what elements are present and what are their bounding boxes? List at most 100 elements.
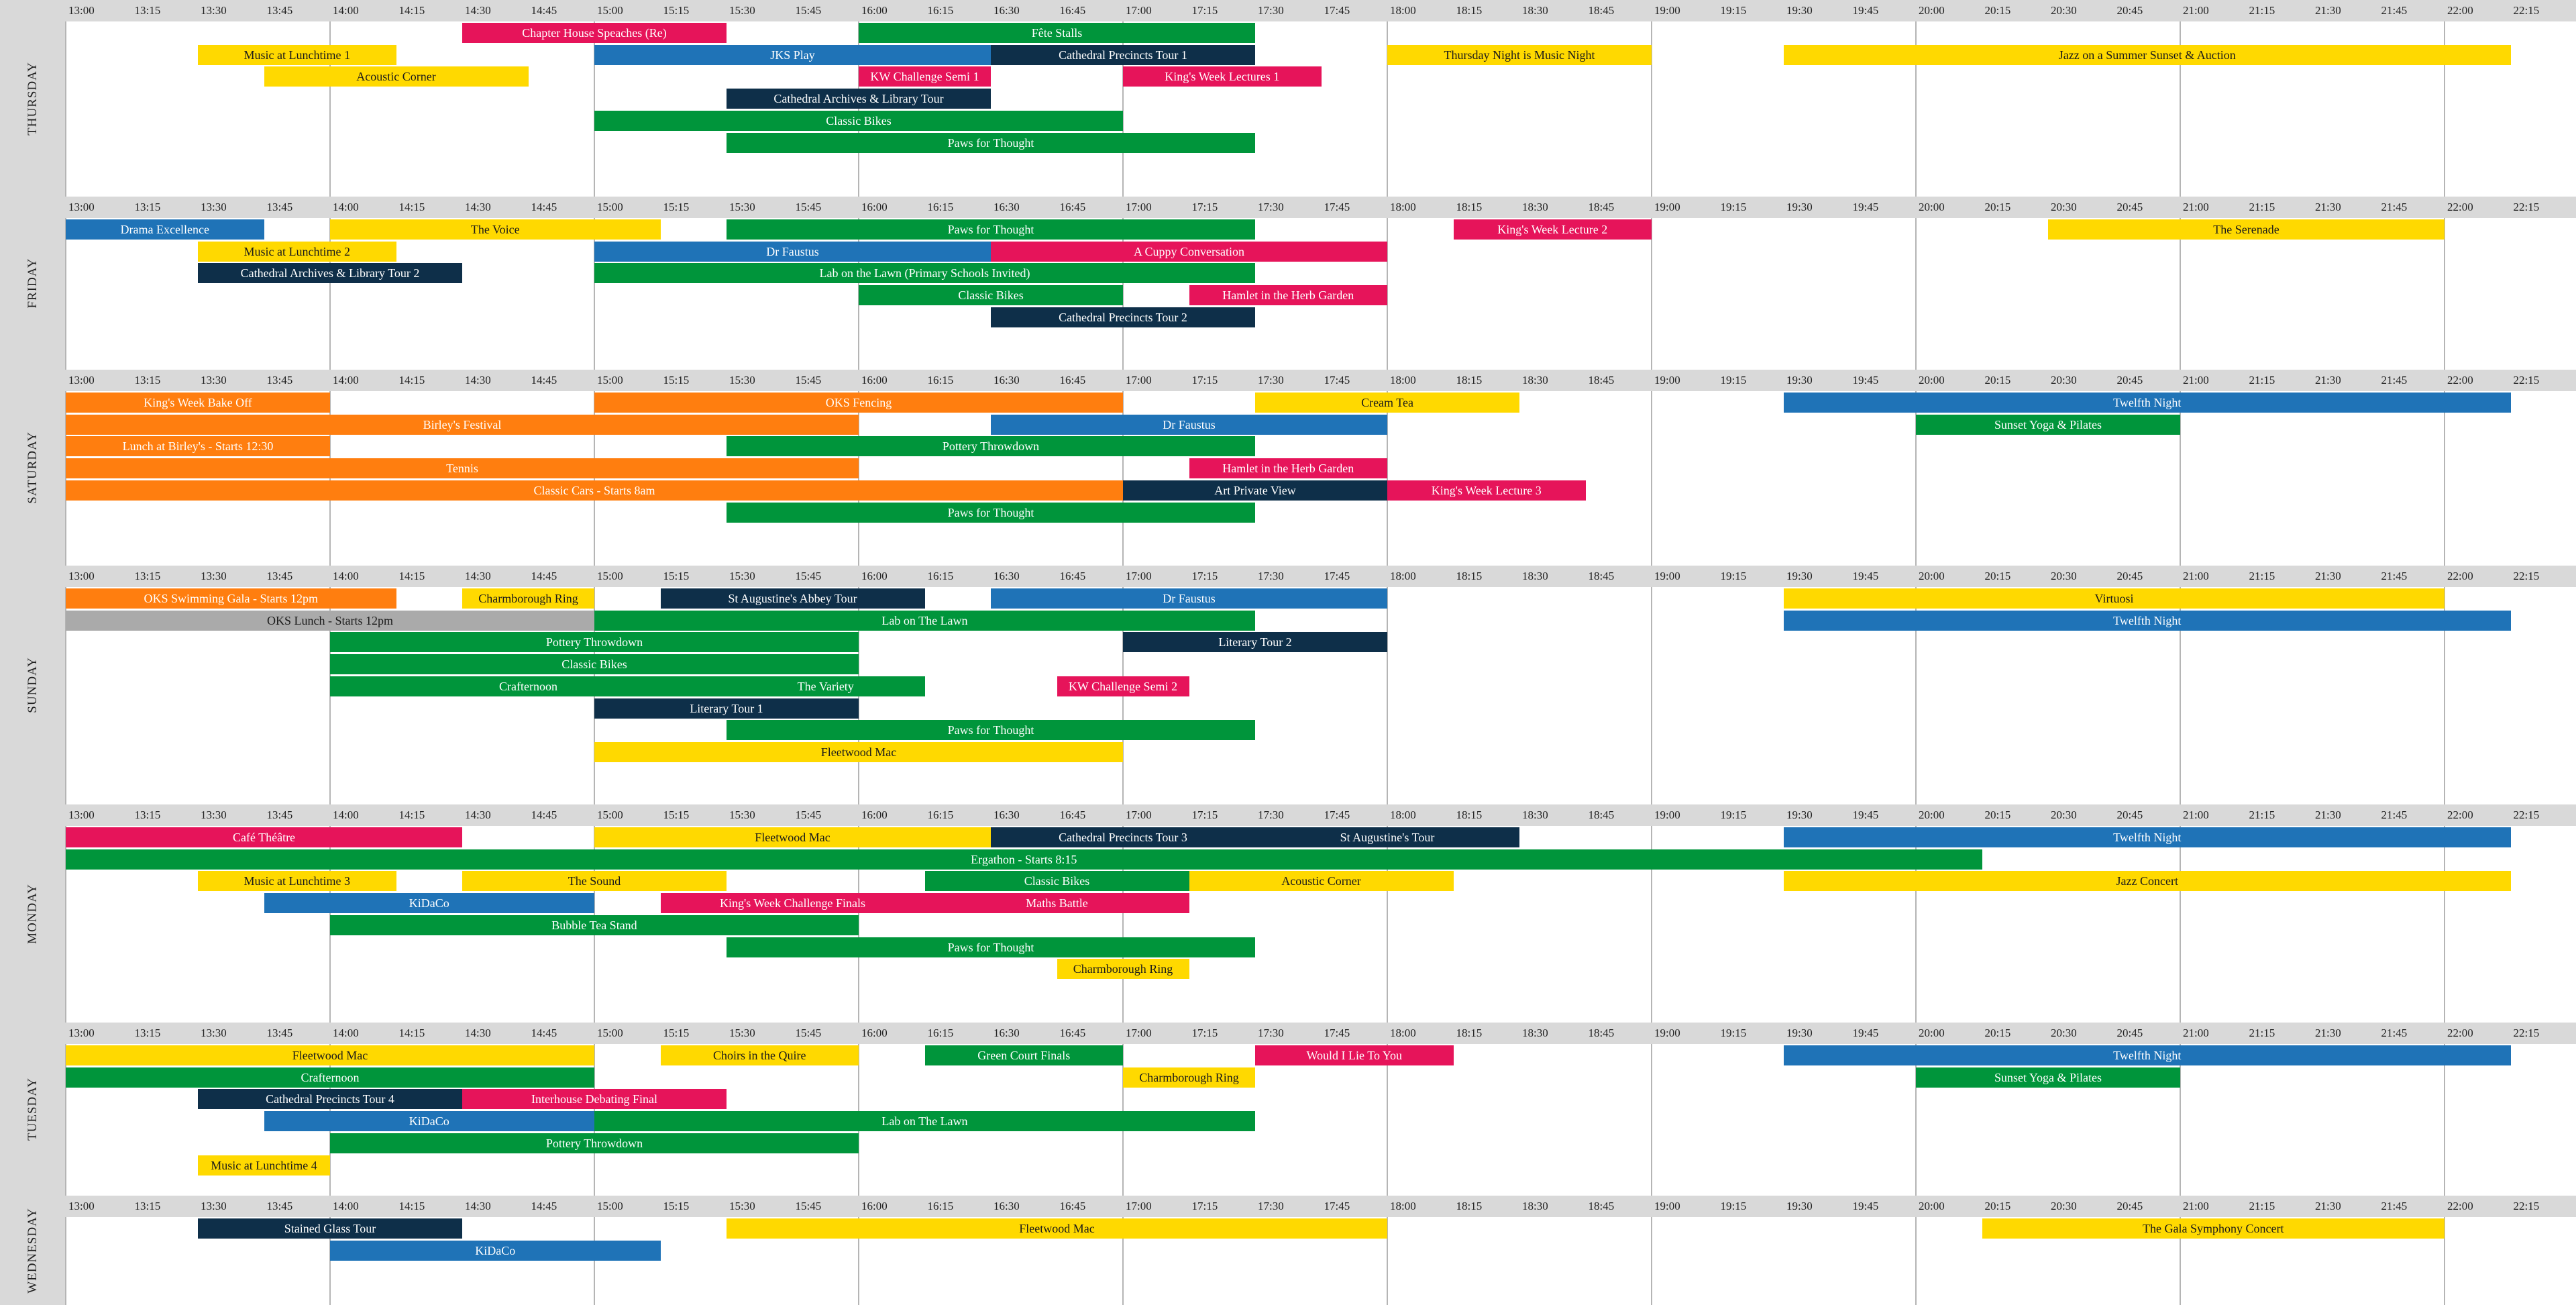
- event-block[interactable]: King's Week Challenge Finals: [660, 893, 925, 914]
- event-block[interactable]: Cathedral Precincts Tour 3: [991, 827, 1255, 847]
- event-block[interactable]: Twelfth Night: [1784, 1045, 2511, 1065]
- event-block[interactable]: KiDaCo: [264, 893, 594, 914]
- hour-gridline: [1651, 826, 1652, 1023]
- event-block[interactable]: Sunset Yoga & Pilates: [1916, 1067, 2180, 1088]
- event-block[interactable]: Crafternoon: [330, 676, 727, 696]
- event-block[interactable]: Pottery Throwdown: [330, 632, 859, 653]
- time-tick: 20:00: [1919, 4, 1945, 17]
- event-block[interactable]: Drama Excellence: [66, 219, 264, 240]
- event-block[interactable]: Music at Lunchtime 2: [198, 241, 396, 262]
- event-block[interactable]: Sunset Yoga & Pilates: [1916, 414, 2180, 435]
- event-block[interactable]: Thursday Night is Music Night: [1387, 44, 1652, 65]
- event-block[interactable]: Fleetwood Mac: [594, 827, 991, 847]
- event-block[interactable]: Stained Glass Tour: [198, 1218, 462, 1239]
- event-block[interactable]: Birley's Festival: [66, 414, 859, 435]
- event-block[interactable]: Hamlet in the Herb Garden: [1189, 458, 1387, 479]
- event-block[interactable]: Cathedral Precincts Tour 1: [991, 44, 1255, 65]
- event-block[interactable]: Pottery Throwdown: [727, 436, 1255, 457]
- event-block[interactable]: Lab on The Lawn: [594, 610, 1255, 631]
- event-block[interactable]: King's Week Lecture 2: [1453, 219, 1652, 240]
- event-block[interactable]: St Augustine's Tour: [1255, 827, 1519, 847]
- event-block[interactable]: The Voice: [330, 219, 661, 240]
- event-block[interactable]: The Sound: [462, 871, 727, 892]
- event-block[interactable]: Cathedral Precincts Tour 4: [198, 1089, 462, 1110]
- event-block[interactable]: Choirs in the Quire: [660, 1045, 859, 1065]
- event-block[interactable]: King's Week Lectures 1: [1123, 66, 1322, 87]
- event-block[interactable]: Art Private View: [1123, 480, 1387, 501]
- event-block[interactable]: The Gala Symphony Concert: [1982, 1218, 2445, 1239]
- event-block[interactable]: King's Week Lecture 3: [1387, 480, 1586, 501]
- event-block[interactable]: KW Challenge Semi 1: [859, 66, 991, 87]
- event-block[interactable]: Charmborough Ring: [1057, 959, 1189, 980]
- event-block[interactable]: Crafternoon: [66, 1067, 594, 1088]
- event-block[interactable]: KiDaCo: [330, 1240, 661, 1261]
- event-block[interactable]: Jazz Concert: [1784, 871, 2511, 892]
- event-block[interactable]: Dr Faustus: [594, 241, 991, 262]
- event-block[interactable]: Music at Lunchtime 3: [198, 871, 396, 892]
- event-block[interactable]: Ergathon - Starts 8:15: [66, 849, 1982, 870]
- event-block[interactable]: Chapter House Speaches (Re): [462, 23, 727, 43]
- event-block[interactable]: Paws for Thought: [727, 937, 1255, 957]
- event-block[interactable]: Twelfth Night: [1784, 827, 2511, 847]
- event-block[interactable]: Fleetwood Mac: [727, 1218, 1387, 1239]
- event-block[interactable]: Dr Faustus: [991, 588, 1387, 609]
- event-block[interactable]: Would I Lie To You: [1255, 1045, 1454, 1065]
- event-block[interactable]: St Augustine's Abbey Tour: [660, 588, 925, 609]
- event-block[interactable]: OKS Fencing: [594, 393, 1123, 413]
- event-block[interactable]: Cathedral Precincts Tour 2: [991, 307, 1255, 327]
- event-block[interactable]: Green Court Finals: [924, 1045, 1123, 1065]
- time-tick: 19:15: [1720, 570, 1747, 582]
- event-block[interactable]: Literary Tour 2: [1123, 632, 1387, 653]
- event-block[interactable]: KW Challenge Semi 2: [1057, 676, 1189, 696]
- time-tick: 20:45: [2116, 374, 2143, 386]
- event-block[interactable]: The Variety: [727, 676, 925, 696]
- event-block[interactable]: OKS Swimming Gala - Starts 12pm: [66, 588, 396, 609]
- event-block[interactable]: Lab on The Lawn: [594, 1111, 1255, 1132]
- event-block[interactable]: King's Week Bake Off: [66, 393, 330, 413]
- event-block[interactable]: Twelfth Night: [1784, 610, 2511, 631]
- hour-gridline: [2180, 1044, 2181, 1196]
- event-block[interactable]: Cream Tea: [1255, 393, 1519, 413]
- event-block[interactable]: Classic Bikes: [594, 110, 1123, 131]
- event-block[interactable]: Twelfth Night: [1784, 393, 2511, 413]
- event-block[interactable]: Interhouse Debating Final: [462, 1089, 727, 1110]
- event-block[interactable]: Music at Lunchtime 4: [198, 1155, 330, 1176]
- event-block[interactable]: Literary Tour 1: [594, 698, 859, 719]
- event-block[interactable]: KiDaCo: [264, 1111, 594, 1132]
- event-block[interactable]: Paws for Thought: [727, 720, 1255, 741]
- event-block[interactable]: Pottery Throwdown: [330, 1133, 859, 1153]
- event-block[interactable]: The Serenade: [2048, 219, 2445, 240]
- event-block[interactable]: Tennis: [66, 458, 859, 479]
- event-block[interactable]: Fleetwood Mac: [66, 1045, 594, 1065]
- event-block[interactable]: Acoustic Corner: [1189, 871, 1454, 892]
- event-block[interactable]: Maths Battle: [924, 893, 1189, 914]
- event-block[interactable]: Classic Bikes: [924, 871, 1189, 892]
- event-block[interactable]: OKS Lunch - Starts 12pm: [66, 610, 594, 631]
- event-block[interactable]: Jazz on a Summer Sunset & Auction: [1784, 44, 2511, 65]
- event-block[interactable]: Paws for Thought: [727, 219, 1255, 240]
- event-block[interactable]: Fleetwood Mac: [594, 741, 1123, 762]
- event-block[interactable]: Virtuosi: [1784, 588, 2445, 609]
- event-block[interactable]: Bubble Tea Stand: [330, 915, 859, 935]
- event-block[interactable]: Hamlet in the Herb Garden: [1189, 285, 1387, 306]
- event-block[interactable]: Lunch at Birley's - Starts 12:30: [66, 436, 330, 457]
- event-block[interactable]: Cathedral Archives & Library Tour: [727, 89, 991, 109]
- event-block[interactable]: Acoustic Corner: [264, 66, 529, 87]
- event-block[interactable]: Music at Lunchtime 1: [198, 44, 396, 65]
- event-block[interactable]: Paws for Thought: [727, 502, 1255, 523]
- event-block[interactable]: Classic Cars - Starts 8am: [66, 480, 1123, 501]
- event-block[interactable]: Charmborough Ring: [1123, 1067, 1255, 1088]
- time-tick: 22:15: [2513, 1027, 2540, 1039]
- event-block[interactable]: Fête Stalls: [859, 23, 1255, 43]
- event-block[interactable]: Charmborough Ring: [462, 588, 594, 609]
- event-block[interactable]: Lab on the Lawn (Primary Schools Invited…: [594, 263, 1255, 284]
- event-block[interactable]: Classic Bikes: [330, 654, 859, 675]
- event-block[interactable]: Dr Faustus: [991, 414, 1387, 435]
- day-label: TUESDAY: [25, 1078, 40, 1141]
- event-block[interactable]: Classic Bikes: [859, 285, 1123, 306]
- event-block[interactable]: Café Théâtre: [66, 827, 462, 847]
- event-block[interactable]: Cathedral Archives & Library Tour 2: [198, 263, 462, 284]
- event-block[interactable]: JKS Play: [594, 44, 991, 65]
- event-block[interactable]: A Cuppy Conversation: [991, 241, 1387, 262]
- event-block[interactable]: Paws for Thought: [727, 132, 1255, 153]
